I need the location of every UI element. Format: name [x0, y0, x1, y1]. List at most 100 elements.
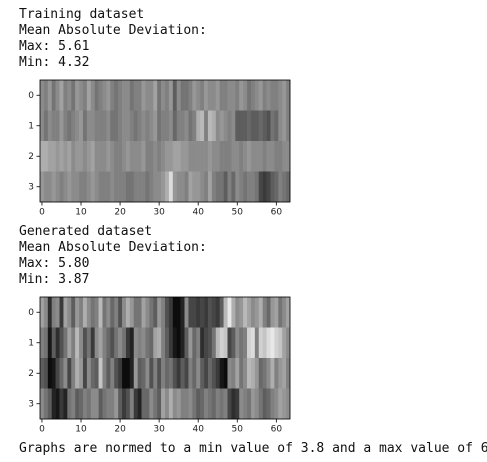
heatmap-cell [258, 141, 263, 172]
heatmap-cell [235, 327, 240, 359]
heatmap-cell [211, 388, 217, 420]
heatmap-cell [149, 141, 154, 172]
heatmap-cell [188, 327, 193, 359]
heatmap-cell [55, 327, 60, 359]
heatmap-cell [157, 110, 162, 142]
heatmap-cell [82, 171, 88, 203]
heatmap-cell [188, 171, 193, 203]
heatmap-cell [63, 171, 68, 203]
plot-frame [39, 79, 291, 203]
heatmap-cell [153, 171, 158, 203]
heatmap-cell [223, 80, 228, 111]
heatmap-cell [227, 388, 232, 420]
heatmap-cell [145, 141, 150, 172]
heatmap-cell [129, 171, 135, 203]
heatmap-cell [180, 358, 185, 389]
heatmap-cell [161, 141, 166, 172]
heatmap-cell [75, 388, 80, 420]
heatmap-cell [114, 171, 119, 203]
heatmap-cell [282, 80, 287, 111]
heatmap-cell [243, 297, 248, 328]
heatmap-cell [172, 358, 178, 389]
heatmap-cell [239, 327, 244, 359]
heatmap-cell [184, 141, 189, 172]
heatmap-cell [204, 358, 209, 389]
heatmap-cell [82, 297, 88, 328]
heatmap-cell [51, 297, 56, 328]
heatmap-cell [211, 358, 217, 389]
heatmap-cell [71, 358, 76, 389]
heatmap-cell [71, 327, 76, 359]
heatmap-cell [55, 388, 60, 420]
heatmap-cell [94, 141, 99, 172]
heatmap-cell [47, 388, 53, 420]
heatmap-cell [94, 171, 99, 203]
heatmap-cell [86, 80, 92, 111]
heatmap-cell [67, 327, 72, 359]
heatmap-cell [239, 297, 244, 328]
heatmap-cell [125, 110, 131, 142]
output-line: Training dataset [19, 7, 144, 22]
heatmap-cell [133, 141, 138, 172]
heatmap-cell [122, 327, 127, 359]
heatmap-cell [247, 110, 252, 142]
heatmap-cell [235, 388, 240, 420]
x-tick-label: 40 [192, 425, 204, 435]
heatmap-cell [114, 141, 119, 172]
heatmap-cell [141, 80, 146, 111]
heatmap-cell [141, 358, 146, 389]
heatmap-cell [188, 358, 193, 389]
heatmap-cell [47, 141, 53, 172]
heatmap-cell [102, 141, 107, 172]
heatmap-cell [63, 141, 68, 172]
heatmap-cell [55, 171, 60, 203]
heatmap-cell [157, 171, 162, 203]
heatmap-cell [133, 388, 138, 420]
heatmap-cell [231, 388, 236, 420]
heatmap-cell [219, 297, 224, 328]
heatmap-cell [211, 80, 217, 111]
heatmap-cell [157, 388, 162, 420]
heatmap-cell [258, 327, 263, 359]
heatmap-cell [196, 358, 201, 389]
heatmap-cell [55, 110, 60, 142]
heatmap-cell [235, 141, 240, 172]
heatmap-cell [122, 110, 127, 142]
heatmap-cell [40, 327, 45, 359]
heatmap-cell [43, 297, 49, 328]
heatmap-cell [43, 110, 49, 142]
heatmap-cell [243, 171, 248, 203]
heatmap-cell [75, 297, 80, 328]
heatmap-cell [235, 358, 240, 389]
heatmap-cell [219, 358, 224, 389]
heatmap-cell [165, 297, 170, 328]
heatmap-cell [110, 141, 115, 172]
heatmap-cell [176, 171, 181, 203]
heatmap-cell [129, 141, 135, 172]
heatmap-cell [141, 141, 146, 172]
heatmap-cell [86, 141, 92, 172]
heatmap-cell [243, 327, 248, 359]
heatmap-cell [262, 171, 267, 203]
heatmap-cell [40, 110, 45, 142]
heatmap-cell [262, 297, 267, 328]
heatmap-cell [157, 297, 162, 328]
heatmap-cell [145, 110, 150, 142]
heatmap-cell [207, 358, 213, 389]
heatmap-cell [82, 110, 88, 142]
x-tick-label: 0 [39, 208, 45, 218]
x-tick-label: 60 [271, 425, 283, 435]
heatmap-cell [86, 110, 92, 142]
heatmap-cell [180, 141, 185, 172]
heatmap-cell [270, 110, 275, 142]
heatmap-cell [137, 110, 142, 142]
heatmap-cell [47, 297, 53, 328]
heatmap-cell [153, 358, 158, 389]
heatmap-cell [153, 388, 158, 420]
heatmap-cell [282, 141, 287, 172]
heatmap-cell [79, 388, 84, 420]
heatmap-cell [110, 358, 115, 389]
heatmap-cell [192, 110, 197, 142]
heatmap-cell [176, 141, 181, 172]
heatmap-cell [176, 110, 181, 142]
